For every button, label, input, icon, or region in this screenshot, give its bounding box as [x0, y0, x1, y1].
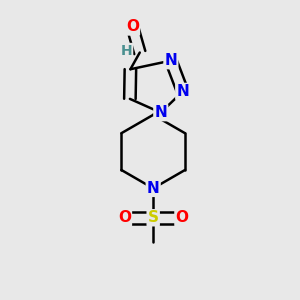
Text: N: N	[154, 105, 167, 120]
Text: N: N	[147, 181, 160, 196]
Text: H: H	[121, 44, 132, 58]
Text: O: O	[176, 210, 188, 225]
Text: N: N	[176, 84, 189, 99]
Text: O: O	[118, 210, 131, 225]
Text: S: S	[148, 210, 159, 225]
Text: O: O	[126, 20, 139, 34]
Text: N: N	[164, 53, 177, 68]
